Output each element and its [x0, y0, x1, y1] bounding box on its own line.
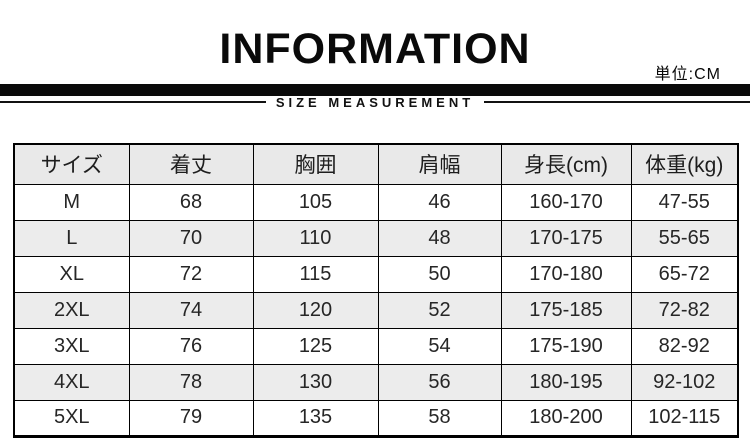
- table-cell: 102-115: [630, 399, 739, 438]
- table-cell: 46: [377, 183, 502, 221]
- table-cell: 78: [128, 363, 254, 401]
- table-row: L 70 110 48 170-175 55-65: [13, 219, 739, 257]
- table-cell: 58: [377, 399, 502, 438]
- size-cell: M: [13, 183, 130, 221]
- column-header: 体重(kg): [630, 143, 739, 185]
- section-divider: SIZE MEASUREMENT: [0, 94, 750, 110]
- table-cell: 125: [252, 327, 379, 365]
- table-cell: 55-65: [630, 219, 739, 257]
- size-cell: 5XL: [13, 399, 130, 438]
- table-row: 3XL 76 125 54 175-190 82-92: [13, 327, 739, 365]
- table-cell: 54: [377, 327, 502, 365]
- table-cell: 175-185: [500, 291, 632, 329]
- table-cell: 70: [128, 219, 254, 257]
- divider-bar: [0, 84, 750, 96]
- table-cell: 68: [128, 183, 254, 221]
- table-cell: 82-92: [630, 327, 739, 365]
- table-cell: 50: [377, 255, 502, 293]
- column-header: 着丈: [128, 143, 254, 185]
- table-row: M 68 105 46 160-170 47-55: [13, 183, 739, 221]
- table-cell: 72: [128, 255, 254, 293]
- table-cell: 175-190: [500, 327, 632, 365]
- table-cell: 110: [252, 219, 379, 257]
- table-cell: 74: [128, 291, 254, 329]
- divider-rule-right: [484, 101, 750, 103]
- column-header: 身長(cm): [500, 143, 632, 185]
- table-cell: 48: [377, 219, 502, 257]
- table-cell: 92-102: [630, 363, 739, 401]
- unit-label: 単位:CM: [654, 66, 721, 83]
- size-table-body: M 68 105 46 160-170 47-55 L 70 110 48 170-175 55-65…: [13, 183, 739, 438]
- table-cell: 56: [377, 363, 502, 401]
- section-label: SIZE MEASUREMENT: [275, 94, 475, 110]
- size-cell: XL: [13, 255, 130, 293]
- table-row: 4XL 78 130 56 180-195 92-102: [13, 363, 739, 401]
- page-title: INFORMATION: [219, 25, 531, 73]
- column-header: 胸囲: [252, 143, 379, 185]
- column-header: 肩幅: [377, 143, 502, 185]
- table-row: 2XL 74 120 52 175-185 72-82: [13, 291, 739, 329]
- size-cell: L: [13, 219, 130, 257]
- table-cell: 170-175: [500, 219, 632, 257]
- table-cell: 52: [377, 291, 502, 329]
- table-cell: 76: [128, 327, 254, 365]
- size-table-head-row: サイズ 着丈 胸囲 肩幅 身長(cm) 体重(kg): [13, 143, 739, 185]
- size-cell: 2XL: [13, 291, 130, 329]
- divider-rule-left: [0, 101, 266, 103]
- table-cell: 47-55: [630, 183, 739, 221]
- table-cell: 135: [252, 399, 379, 438]
- table-cell: 170-180: [500, 255, 632, 293]
- table-cell: 180-195: [500, 363, 632, 401]
- size-cell: 3XL: [13, 327, 130, 365]
- table-cell: 160-170: [500, 183, 632, 221]
- table-cell: 115: [252, 255, 379, 293]
- table-cell: 180-200: [500, 399, 632, 438]
- table-row: 5XL 79 135 58 180-200 102-115: [13, 399, 739, 438]
- table-row: XL 72 115 50 170-180 65-72: [13, 255, 739, 293]
- table-cell: 65-72: [630, 255, 739, 293]
- table-cell: 79: [128, 399, 254, 438]
- table-cell: 105: [252, 183, 379, 221]
- column-header: サイズ: [13, 143, 130, 185]
- table-cell: 120: [252, 291, 379, 329]
- table-cell: 72-82: [630, 291, 739, 329]
- table-cell: 130: [252, 363, 379, 401]
- size-cell: 4XL: [13, 363, 130, 401]
- size-table: サイズ 着丈 胸囲 肩幅 身長(cm) 体重(kg) M 68 105 46 160-170 47-…: [13, 143, 739, 438]
